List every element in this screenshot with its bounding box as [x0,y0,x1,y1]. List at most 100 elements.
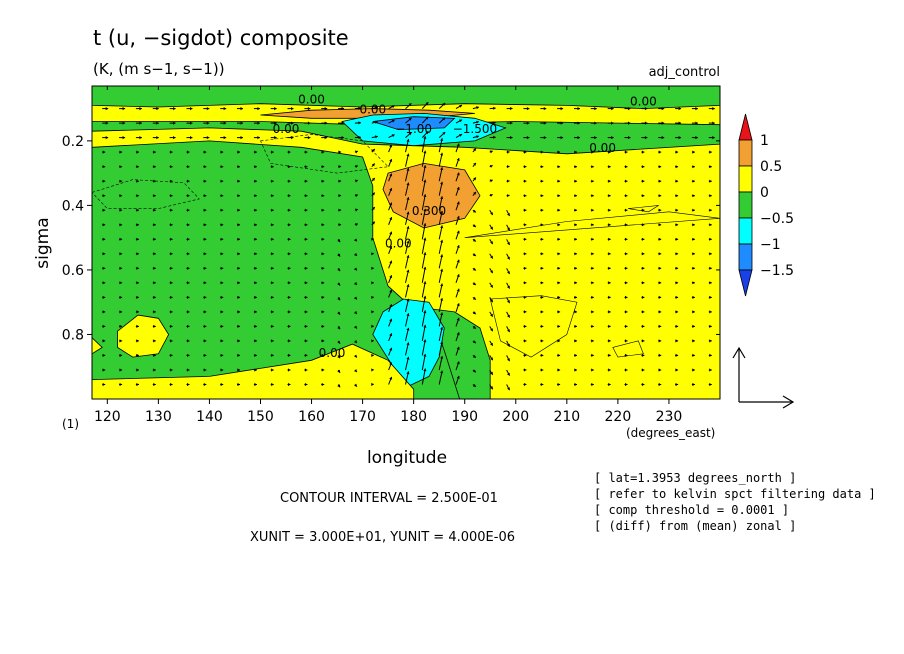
vector-head-360 [408,103,412,107]
vector-head-112 [187,281,190,285]
vector-head-613 [608,295,611,299]
vector-head-450 [472,253,476,256]
vector-head-287 [338,208,342,212]
vector-head-218 [271,368,274,372]
vector-head-172 [237,281,240,285]
vector-head-26 [119,194,123,198]
vector-head-314 [354,311,357,314]
vector-head-36 [119,339,123,343]
vector-head-193 [254,295,257,299]
contour-label: 0.300 [412,204,446,218]
vector-head-194 [254,310,257,314]
vector-head-206 [271,194,274,198]
region-mid-orange-blob [382,162,481,229]
colorbar-swatch [738,191,753,219]
vector-head-673 [658,295,662,299]
vector-head-732 [709,281,712,285]
vector-head-440 [476,106,479,110]
vector-head-53 [136,295,139,299]
vector-head-123 [203,150,207,154]
vector-head-392 [423,266,427,270]
contour-line-3 [464,211,721,238]
contour-interval-text: CONTOUR INTERVAL = 2.500E-01 [280,491,498,506]
vector-head-408 [440,210,444,214]
vector-head-637 [625,353,628,357]
vector-head-524 [540,165,544,169]
vector-head-382 [425,131,429,135]
vector-head-738 [709,368,712,372]
vector-head-335 [371,324,374,328]
vector-head-234 [288,310,291,314]
vector-head-640 [644,107,648,111]
vector-head-665 [658,179,662,183]
vector-head-309 [354,238,357,242]
vector-head-552 [557,281,561,285]
vector-head-9 [102,237,106,241]
vector-head-516 [523,339,527,343]
vector-head-472 [490,284,493,288]
vector-head-704 [692,165,695,169]
vector-head-542 [560,136,564,140]
vector-head-54 [136,310,139,314]
vector-head-587 [591,208,594,212]
vector-head-477 [490,357,493,361]
vector-head-563 [574,150,577,154]
vector-head-566 [574,194,577,198]
y-tick-label: 0.8 [62,327,84,343]
vector-head-162 [240,136,243,140]
vector-head-78 [153,368,156,372]
vector-head-435 [456,317,460,321]
vector-head-28 [119,223,123,227]
vector-head-241 [307,121,311,125]
vector-head-603 [608,150,611,154]
vector-head-211 [271,266,274,270]
vector-head-538 [540,368,544,372]
vector-head-711 [692,266,695,270]
vector-head-35 [119,324,123,328]
contour-label: 0.00 [385,236,412,250]
vector-head-298 [337,369,341,373]
vector-head-387 [423,194,427,197]
vector-head-223 [288,150,291,154]
vector-head-641 [644,121,648,125]
vector-head-611 [608,266,611,270]
vector-head-529 [540,237,544,241]
vector-head-229 [288,237,291,241]
vector-head-405 [440,167,444,171]
vector-arrow-387 [421,194,426,211]
x-tick-label: 230 [656,409,683,425]
vector-head-244 [304,165,308,169]
vector-head-717 [692,353,695,357]
vector-head-713 [692,295,695,299]
vector-head-430 [456,245,460,249]
vector-head-643 [641,150,645,154]
vector-head-291 [337,268,341,272]
vector-head-33 [119,295,123,299]
region-upper-deep-blue [372,116,456,131]
vector-head-580 [594,107,597,111]
vector-head-98 [170,368,173,372]
vector-head-259 [304,382,308,387]
axis-corner-label: (1) [62,417,79,431]
vector-head-390 [423,237,427,241]
vector-head-722 [712,136,715,140]
vector-head-224 [288,165,291,169]
vector-head-568 [574,223,577,227]
vector-head-329 [371,237,374,241]
vector-head-562 [577,136,580,140]
vector-head-515 [523,324,527,328]
vector-head-527 [540,208,544,212]
vector-head-323 [371,149,375,152]
vector-head-189 [254,237,257,241]
vector-head-510 [523,252,527,256]
vector-head-103 [187,150,190,154]
vector-head-471 [490,270,493,274]
vector-head-272 [321,281,325,285]
vector-head-278 [321,368,325,372]
plot-area: 0.00 0.00 0.00 0.00 −1.00 −1.500 0.00 0.300 0.00… [91,85,721,400]
vector-head-646 [641,194,645,198]
vector-head-660 [661,107,665,111]
vector-head-731 [709,266,712,270]
vector-head-273 [321,295,325,299]
vector-head-109 [187,237,190,241]
